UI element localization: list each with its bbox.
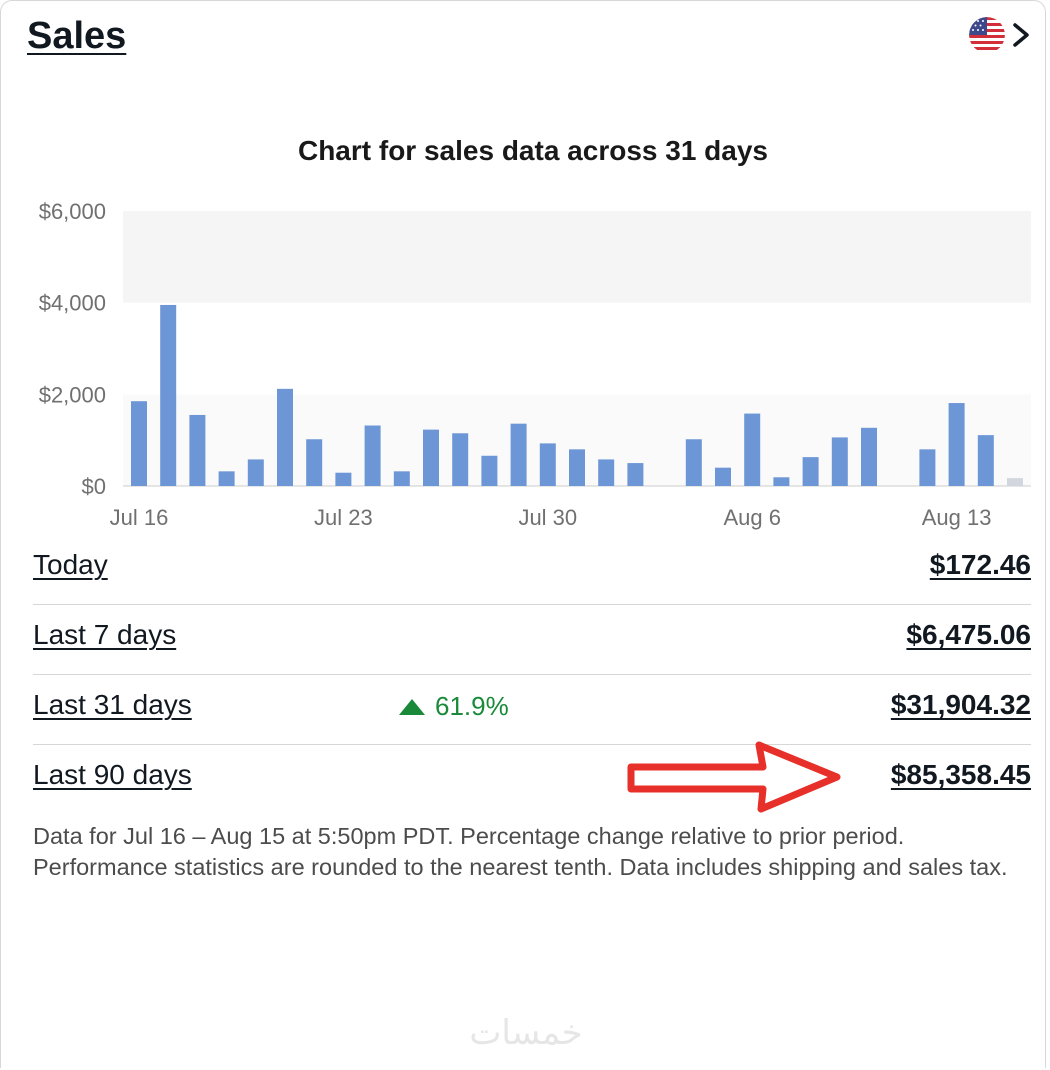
chart-bar bbox=[510, 423, 527, 486]
chart-bar bbox=[218, 471, 235, 486]
chart-bar bbox=[189, 414, 206, 486]
chart-bar bbox=[160, 304, 177, 486]
summary-value[interactable]: $6,475.06 bbox=[906, 619, 1031, 650]
percent-change: 61.9% bbox=[399, 691, 509, 722]
chart-bar bbox=[744, 413, 761, 486]
sales-bar-chart: $0 $2,000 $4,000 $6,000 Jul 16 Jul 23 Jul 30 Au… bbox=[39, 199, 1031, 530]
summary-label[interactable]: Today bbox=[33, 549, 108, 580]
chart-bar bbox=[627, 463, 644, 486]
chart-bar bbox=[131, 401, 147, 486]
chart-bar bbox=[598, 459, 615, 486]
red-arrow-icon bbox=[627, 741, 841, 813]
chart-band bbox=[123, 211, 1031, 303]
chart-bar bbox=[919, 449, 936, 486]
chart-bar bbox=[831, 437, 848, 486]
chart-bar bbox=[364, 425, 381, 486]
y-tick-label: $4,000 bbox=[39, 291, 106, 316]
chart-bar bbox=[1007, 478, 1023, 486]
trend-up-icon bbox=[399, 698, 425, 715]
chart-bar bbox=[802, 457, 819, 486]
x-tick-label: Aug 13 bbox=[922, 505, 992, 530]
y-tick-label: $6,000 bbox=[39, 199, 106, 224]
summary-label[interactable]: Last 7 days bbox=[33, 619, 177, 650]
x-tick-label: Jul 30 bbox=[518, 505, 577, 530]
region-selector-button[interactable] bbox=[969, 15, 1033, 59]
chart-bar bbox=[715, 467, 731, 486]
summary-value[interactable]: $31,904.32 bbox=[890, 689, 1031, 720]
chart-bar bbox=[452, 433, 469, 486]
chart-title: Chart for sales data across 31 days bbox=[297, 135, 768, 166]
page-title[interactable]: Sales bbox=[27, 15, 127, 57]
y-tick-label: $2,000 bbox=[39, 382, 106, 407]
chart-bar bbox=[539, 443, 556, 486]
summary-label[interactable]: Last 90 days bbox=[33, 759, 192, 790]
chart-bar bbox=[306, 439, 323, 486]
chart-bar bbox=[569, 449, 585, 486]
summary-label[interactable]: Last 31 days bbox=[33, 689, 192, 720]
chart-bar bbox=[423, 429, 439, 486]
chart-bar bbox=[277, 388, 293, 486]
chart-bar bbox=[393, 471, 410, 486]
us-flag-icon bbox=[969, 17, 1005, 53]
chevron-right-icon bbox=[1013, 23, 1029, 47]
y-tick-label: $0 bbox=[82, 474, 106, 499]
chart-bar bbox=[977, 435, 994, 486]
summary-row-last-7-days: Last 7 days $6,475.06 bbox=[33, 605, 1031, 675]
chart-bar bbox=[948, 403, 965, 486]
chart-bar bbox=[335, 472, 352, 486]
percent-change-value: 61.9% bbox=[435, 691, 509, 721]
summary-value[interactable]: $172.46 bbox=[929, 549, 1031, 580]
chart-bar bbox=[773, 477, 790, 486]
watermark: خمسات bbox=[469, 1013, 583, 1053]
x-tick-label: Jul 23 bbox=[314, 505, 373, 530]
x-tick-label: Jul 16 bbox=[110, 505, 169, 530]
summary-value[interactable]: $85,358.45 bbox=[890, 759, 1031, 790]
chart-bar bbox=[481, 455, 498, 486]
chart-bar bbox=[247, 459, 264, 486]
summary-row-last-90-days: Last 90 days $85,358.45 bbox=[33, 745, 1031, 815]
footnote: Data for Jul 16 – Aug 15 at 5:50pm PDT. … bbox=[33, 823, 1008, 880]
summary-row-today: Today $172.46 bbox=[33, 535, 1031, 605]
x-tick-label: Aug 6 bbox=[723, 505, 781, 530]
chart-bar bbox=[861, 427, 877, 486]
summary-row-last-31-days: Last 31 days 61.9% $31,904.32 bbox=[33, 675, 1031, 745]
chart-bar bbox=[685, 439, 702, 486]
